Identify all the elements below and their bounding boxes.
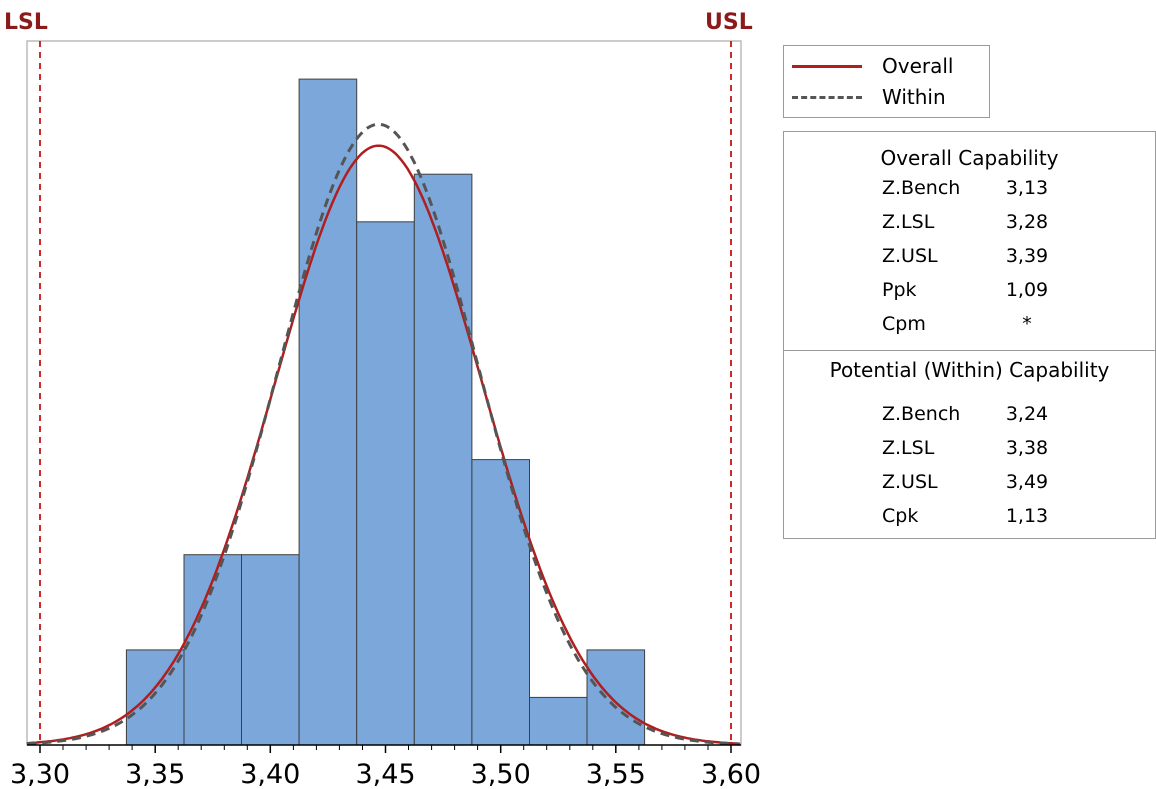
stats-row: Z.Bench 3,24: [784, 403, 1155, 435]
stat-label: Z.Bench: [882, 177, 961, 199]
stats-row: Z.USL 3,49: [784, 471, 1155, 503]
histogram-bar: [356, 221, 415, 746]
legend-label-within: Within: [882, 85, 946, 109]
histogram-bar: [298, 78, 358, 746]
stat-label: Z.LSL: [882, 211, 935, 233]
potential-capability-title: Potential (Within) Capability: [829, 358, 1110, 382]
within-curve: [26, 122, 741, 746]
histogram-bar: [586, 649, 646, 746]
stat-value: 3,28: [1005, 211, 1049, 233]
usl-label: USL: [705, 10, 753, 35]
x-tick-label: 3,35: [125, 759, 185, 789]
stats-row: Ppk 1,09: [784, 279, 1155, 311]
stats-row: Z.USL 3,39: [784, 245, 1155, 277]
histogram-bar: [183, 554, 243, 746]
stats-row: Z.LSL 3,38: [784, 437, 1155, 469]
stat-value: 1,13: [1005, 505, 1049, 527]
legend-item-within: Within: [792, 82, 946, 112]
legend-item-overall: Overall: [792, 51, 953, 81]
stat-value: 3,39: [1005, 245, 1049, 267]
stats-row: Z.LSL 3,28: [784, 211, 1155, 243]
stat-value: 1,09: [1005, 279, 1049, 301]
stat-label: Z.Bench: [882, 403, 961, 425]
stats-divider: [784, 350, 1155, 351]
overall-curve: [26, 144, 741, 746]
lsl-label: LSL: [4, 10, 48, 35]
stat-value: 3,38: [1005, 437, 1049, 459]
legend-label-overall: Overall: [882, 54, 954, 78]
x-tick-label: 3,60: [701, 759, 761, 789]
stats-row: Cpk 1,13: [784, 505, 1155, 537]
overall-line-swatch: [792, 64, 862, 68]
stats-row: Cpm *: [784, 313, 1155, 345]
stat-label: Z.USL: [882, 471, 938, 493]
histogram-bar: [413, 173, 473, 746]
capability-stats-table: Overall Capability Z.Bench 3,13 Z.LSL 3,…: [783, 131, 1156, 539]
histogram-bar: [241, 554, 300, 746]
x-tick-label: 3,45: [355, 759, 415, 789]
stat-label: Cpm: [882, 313, 926, 335]
stat-label: Z.USL: [882, 245, 938, 267]
stat-value: 3,49: [1005, 471, 1049, 493]
stat-value: 3,13: [1005, 177, 1049, 199]
x-tick-label: 3,40: [240, 759, 300, 789]
stat-label: Ppk: [882, 279, 917, 301]
x-tick-label: 3,30: [10, 759, 70, 789]
histogram-bar: [125, 649, 185, 746]
x-tick-label: 3,50: [471, 759, 531, 789]
stat-value: 3,24: [1005, 403, 1049, 425]
histogram-bar: [529, 696, 588, 746]
legend: Overall Within: [783, 45, 990, 118]
within-line-swatch: [792, 95, 862, 99]
x-tick-label: 3,55: [586, 759, 646, 789]
histogram-bar: [471, 459, 530, 746]
stat-value: *: [1022, 313, 1032, 335]
overall-capability-title: Overall Capability: [880, 146, 1059, 170]
stats-row: Z.Bench 3,13: [784, 177, 1155, 209]
stat-label: Z.LSL: [882, 437, 935, 459]
stat-label: Cpk: [882, 505, 919, 527]
